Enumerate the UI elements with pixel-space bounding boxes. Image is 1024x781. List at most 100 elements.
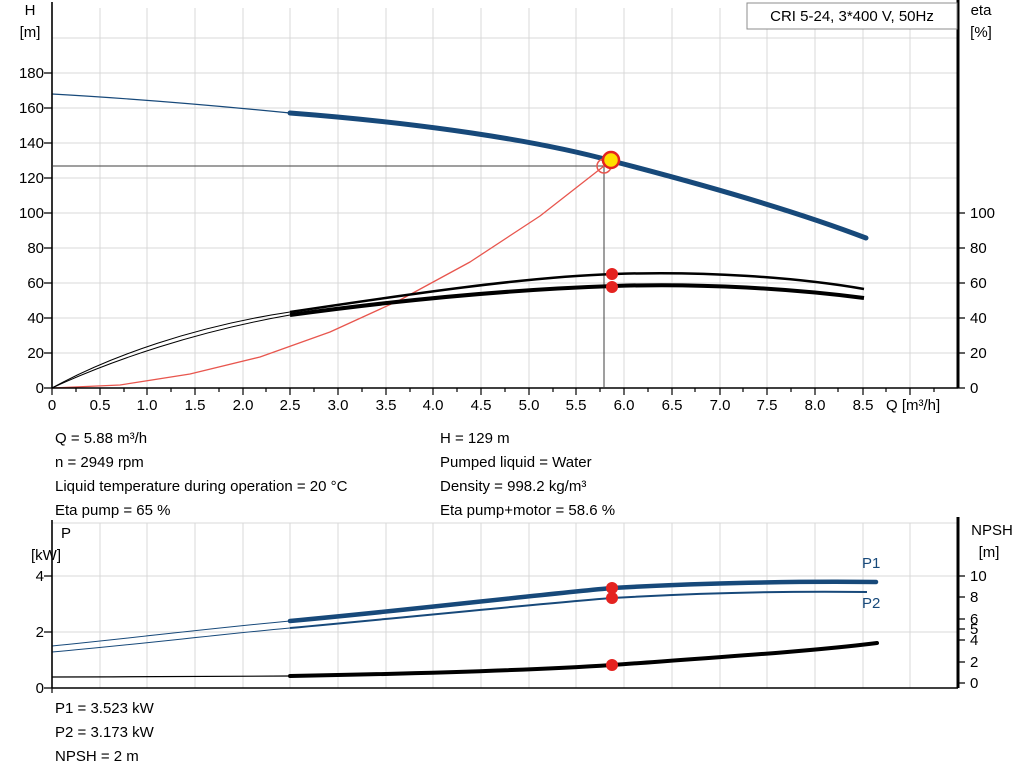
p-tick: 4 <box>36 568 44 585</box>
top-x-major-ticks <box>51 388 911 395</box>
q-axis-title: Q [m³/h] <box>886 397 940 414</box>
npsh-axis-ticks <box>958 575 965 684</box>
head-curve <box>287 110 869 241</box>
head-curve-extension <box>51 93 291 114</box>
p-axis-unit: [kW] <box>31 547 61 564</box>
eta-tick: 80 <box>970 240 987 257</box>
p-tick: 2 <box>36 624 44 641</box>
h-tick: 80 <box>27 240 44 257</box>
npsh-tick: 4 <box>970 632 978 649</box>
chart-title-box <box>746 2 958 30</box>
h-tick: 160 <box>19 100 44 117</box>
q-tick: 5.0 <box>519 397 540 414</box>
info-q: Q = 5.88 m³/h <box>55 430 147 447</box>
info-pumped-liquid: Pumped liquid = Water <box>440 454 592 471</box>
eta-axis-title: eta <box>971 2 993 19</box>
result-p1: P1 = 3.523 kW <box>55 700 155 717</box>
npsh-dot <box>606 659 618 671</box>
eta-pump-curve-extension <box>51 311 291 389</box>
q-tick: 1.5 <box>185 397 206 414</box>
p2-curve-label: P2 <box>862 595 880 612</box>
eta-tick: 100 <box>970 205 995 222</box>
q-tick: 7.0 <box>710 397 731 414</box>
q-tick: 2.0 <box>233 397 254 414</box>
eta-tick: 40 <box>970 310 987 327</box>
q-tick: 3.5 <box>376 397 397 414</box>
q-tick: 0.5 <box>90 397 111 414</box>
eta-pump-dot <box>606 268 618 280</box>
info-n: n = 2949 rpm <box>55 454 144 471</box>
p1-curve-label: P1 <box>862 555 880 572</box>
h-tick: 20 <box>27 345 44 362</box>
p-axis-ticks <box>44 575 53 693</box>
npsh-tick: 0 <box>970 675 978 692</box>
top-grid-vertical <box>99 8 911 388</box>
top-chart: 180 160 140 120 100 80 60 40 20 0 100 80… <box>19 0 995 414</box>
result-block: P1 = 3.523 kW P2 = 3.173 kW NPSH = 2 m <box>55 700 155 765</box>
result-npsh: NPSH = 2 m <box>55 748 139 765</box>
q-tick: 2.5 <box>280 397 301 414</box>
npsh-tick: 2 <box>970 654 978 671</box>
h-axis-unit: [m] <box>20 24 41 41</box>
q-tick: 6.5 <box>662 397 683 414</box>
npsh-curve <box>288 641 879 678</box>
result-p2: P2 = 3.173 kW <box>55 724 155 741</box>
p2-curve-extension <box>51 627 291 653</box>
p1-curve-extension <box>51 620 291 647</box>
h-tick: 40 <box>27 310 44 327</box>
p-tick: 0 <box>36 680 44 697</box>
npsh-tick: 6 <box>970 611 978 628</box>
p-axis-title: P <box>61 525 71 542</box>
top-grid-horizontal <box>52 37 958 354</box>
info-h: H = 129 m <box>440 430 510 447</box>
eta-pump-motor-curve-extension <box>51 314 291 389</box>
h-tick: 100 <box>19 205 44 222</box>
npsh-axis-title: NPSH <box>971 522 1013 539</box>
q-tick: 0 <box>48 397 56 414</box>
npsh-axis-unit: [m] <box>979 544 1000 561</box>
h-axis-ticks <box>44 72 52 389</box>
q-tick: 3.0 <box>328 397 349 414</box>
duty-info-block: Q = 5.88 m³/h n = 2949 rpm Liquid temper… <box>55 430 615 519</box>
h-tick: 60 <box>27 275 44 292</box>
eta-pump-motor-dot <box>606 281 618 293</box>
bottom-grid-vertical <box>99 523 911 688</box>
npsh-tick: 5 <box>970 621 978 638</box>
q-tick: 7.5 <box>757 397 778 414</box>
q-tick: 1.0 <box>137 397 158 414</box>
q-tick: 8.0 <box>805 397 826 414</box>
h-tick: 180 <box>19 65 44 82</box>
info-eta-pump-motor: Eta pump+motor = 58.6 % <box>440 502 615 519</box>
npsh-tick: 10 <box>970 568 987 585</box>
h-axis-title: H <box>25 2 36 19</box>
q-tick: 8.5 <box>853 397 874 414</box>
eta-tick: 0 <box>970 380 978 397</box>
chart-title: CRI 5-24, 3*400 V, 50Hz <box>770 8 934 25</box>
system-curve <box>51 159 611 389</box>
p2-curve <box>289 590 868 629</box>
h-tick: 140 <box>19 135 44 152</box>
bottom-grid-horizontal <box>52 522 958 633</box>
q-tick: 6.0 <box>614 397 635 414</box>
eta-axis-unit: [%] <box>970 24 992 41</box>
top-x-minor-ticks <box>75 388 935 392</box>
npsh-curve-extension <box>51 675 291 678</box>
p1-dot <box>606 582 618 594</box>
info-liquid-temp: Liquid temperature during operation = 20… <box>55 478 348 495</box>
h-tick: 120 <box>19 170 44 187</box>
p2-dot <box>606 592 618 604</box>
info-density: Density = 998.2 kg/m³ <box>440 478 586 495</box>
info-eta-pump: Eta pump = 65 % <box>55 502 171 519</box>
bottom-chart: 4 2 0 10 8 6 5 4 2 0 P [kW] NPSH [m] P1 … <box>31 517 1013 697</box>
npsh-tick: 8 <box>970 589 978 606</box>
eta-axis-ticks <box>958 212 965 389</box>
eta-tick: 60 <box>970 275 987 292</box>
duty-point-marker[interactable] <box>601 150 621 170</box>
q-tick: 5.5 <box>566 397 587 414</box>
q-tick: 4.0 <box>423 397 444 414</box>
eta-tick: 20 <box>970 345 987 362</box>
h-tick: 0 <box>36 380 44 397</box>
q-tick: 4.5 <box>471 397 492 414</box>
